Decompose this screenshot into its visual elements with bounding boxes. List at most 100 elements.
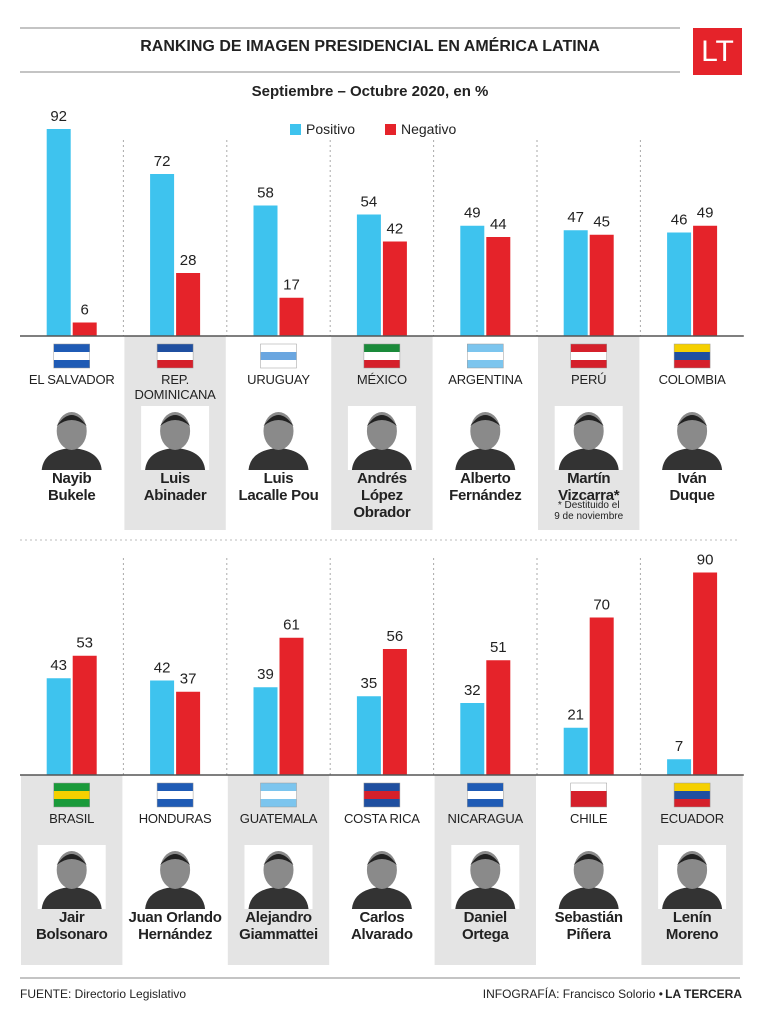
flag-stripe [260, 799, 297, 807]
portrait-body [145, 887, 206, 909]
note: * Destituido el 9 de noviembre [554, 500, 624, 522]
portrait-body [351, 887, 412, 909]
flag-stripe [674, 799, 711, 807]
source: FUENTE: Directorio Legislativo [20, 987, 186, 1001]
bar [72, 655, 97, 775]
portrait-hair [366, 415, 397, 426]
country-label: ARGENTINA [448, 372, 523, 387]
flag-stripe [570, 791, 607, 799]
legend-label: Positivo [306, 121, 355, 137]
flag-stripe [53, 799, 90, 807]
flag-stripe [674, 352, 711, 360]
country-label: GUATEMALA [239, 811, 318, 826]
bar [253, 687, 278, 775]
portrait-body [558, 887, 619, 909]
president-name: Andrés López Obrador [353, 470, 411, 521]
value-label: 37 [180, 671, 197, 688]
flag-stripe [674, 360, 711, 368]
country-label: COSTA RICA [343, 811, 420, 826]
title: RANKING DE IMAGEN PRESIDENCIAL EN AMÉRIC… [140, 36, 600, 55]
bar [150, 174, 175, 336]
flag-border [673, 343, 711, 369]
flag-border [260, 343, 297, 369]
flag-stripe [53, 783, 90, 791]
president-name: Alejandro Giammattei [239, 909, 318, 943]
flag-stripe [363, 360, 400, 368]
portrait-body [662, 887, 723, 909]
value-label: 61 [283, 617, 300, 634]
portrait-hair [573, 415, 604, 426]
value-label: 17 [283, 277, 300, 294]
bar [693, 225, 718, 336]
flag-stripe [570, 344, 607, 352]
flag-border [363, 782, 401, 808]
value-label: 56 [387, 628, 404, 645]
flag-border [467, 343, 504, 369]
portrait-body [145, 448, 206, 470]
portrait-hair [56, 854, 87, 865]
flag-border [570, 782, 607, 808]
bar [589, 617, 614, 775]
president-name: Sebastián Piñera [554, 909, 623, 943]
portrait-hair [677, 415, 708, 426]
bar [150, 680, 175, 775]
flag-stripe [467, 799, 504, 807]
portrait-hair [160, 854, 191, 865]
bar [563, 727, 588, 775]
country-label: URUGUAY [247, 372, 310, 387]
president-name: Iván Duque [669, 470, 715, 504]
flag-stripe [157, 344, 194, 352]
portrait-body [248, 887, 309, 909]
value-label: 43 [50, 657, 67, 674]
flag-stripe [260, 791, 297, 799]
portrait-hair [573, 854, 604, 865]
portrait-hair [263, 854, 294, 865]
flag-stripe [157, 352, 194, 360]
flag-border [467, 782, 504, 808]
flag-stripe [157, 791, 194, 799]
flag-stripe [53, 352, 90, 360]
portrait-body [455, 448, 516, 470]
value-label: 47 [567, 209, 584, 226]
flag-stripe [260, 783, 297, 791]
value-label: 7 [675, 738, 683, 755]
bar [693, 572, 718, 775]
value-label: 70 [593, 596, 610, 613]
bar [460, 703, 485, 775]
flag-border [363, 343, 401, 369]
value-label: 72 [154, 153, 171, 170]
value-label: 90 [697, 551, 714, 568]
portrait-body [351, 448, 412, 470]
country-label: NICARAGUA [447, 811, 524, 826]
country-label: COLOMBIA [658, 372, 726, 387]
bar [382, 649, 407, 775]
flag-stripe [570, 352, 607, 360]
country-label: EL SALVADOR [28, 372, 115, 387]
flag-border [53, 343, 90, 369]
bar [46, 678, 71, 775]
flag-stripe [467, 352, 504, 360]
flag-stripe [467, 360, 504, 368]
value-label: 28 [180, 252, 197, 269]
value-label: 53 [76, 635, 93, 652]
value-label: 42 [387, 220, 404, 237]
country-label: BRASIL [49, 811, 95, 826]
flag-stripe [363, 344, 400, 352]
president-name: Juan Orlando Hernández [128, 909, 222, 943]
bar [563, 230, 588, 336]
flag-stripe [363, 783, 400, 791]
flag-stripe [674, 783, 711, 791]
value-label: 92 [50, 108, 67, 125]
portrait-body [662, 448, 723, 470]
bar [46, 129, 71, 336]
value-label: 32 [464, 682, 481, 699]
flag-stripe [467, 791, 504, 799]
president-name: Nayib Bukele [48, 470, 96, 504]
value-label: 44 [490, 216, 507, 233]
flag-stripe [467, 344, 504, 352]
value-label: 42 [154, 659, 171, 676]
flag-stripe [363, 799, 400, 807]
flag-border [260, 782, 297, 808]
legend-swatch [385, 124, 396, 135]
portrait-hair [366, 854, 397, 865]
